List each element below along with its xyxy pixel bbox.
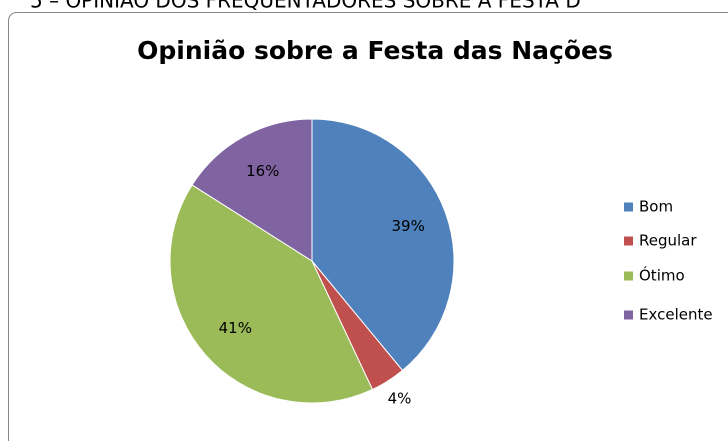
data-label: 41% [219,319,252,337]
chart-title: Opinião sobre a Festa das Nações [137,36,613,65]
caption: 5 – OPINIÃO DOS FREQUENTADORES SOBRE A F… [30,0,581,13]
data-label: 4% [388,389,412,407]
legend-label: Bom [639,198,673,216]
data-label: 39% [392,217,425,235]
legend-label: Ótimo [639,266,685,285]
legend-swatch [624,271,633,281]
data-label: 16% [246,162,279,180]
legend-label: Excelente [639,306,713,324]
legend-swatch [624,202,633,212]
pie-slice [311,118,455,372]
legend-swatch [624,310,633,320]
pie-slice [169,184,374,404]
legend-label: Regular [639,232,697,250]
pie-slice [191,118,313,262]
legend-swatch [624,236,633,246]
